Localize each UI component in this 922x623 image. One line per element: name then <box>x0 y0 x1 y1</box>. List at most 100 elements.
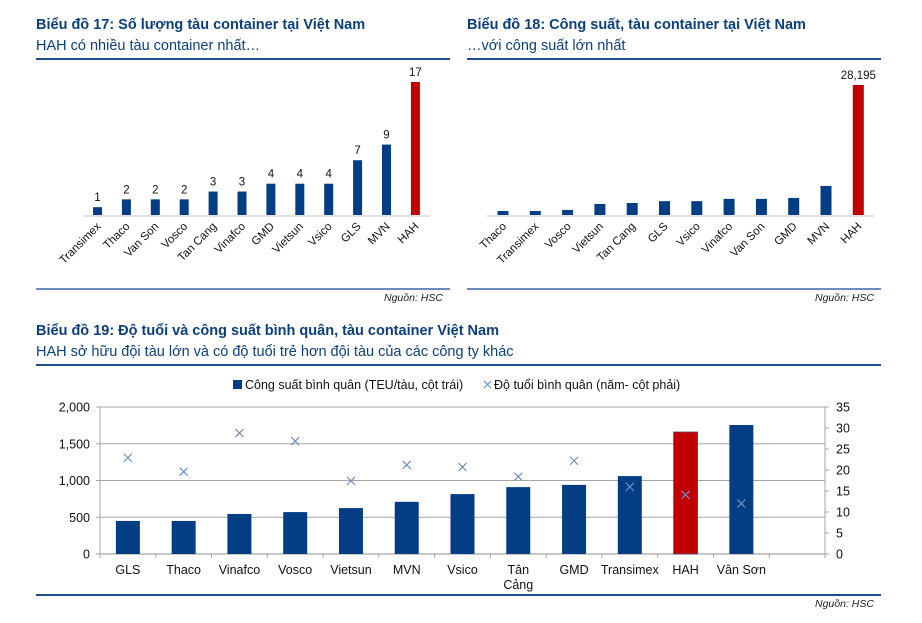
chart18-data-label: 28,195 <box>841 70 876 82</box>
chart18-header-rule <box>467 58 881 60</box>
chart19-bar-vsico <box>450 494 475 554</box>
chart19-y-right-tick-label: 25 <box>836 443 850 457</box>
chart19-y-right-tick-label: 35 <box>836 401 850 415</box>
chart17-data-label: 9 <box>383 130 389 142</box>
chart19-y-right-tick-label: 5 <box>836 527 843 541</box>
chart17-bar-gls <box>353 160 363 215</box>
chart19-y-right-tick-label: 10 <box>836 506 850 520</box>
chart17-bar-mvn <box>382 144 391 215</box>
chart18-bar-vsico <box>691 201 703 215</box>
chart18-x-tick-label: HAH <box>839 221 865 247</box>
chart18-x-tick-label: Thaco <box>478 221 509 252</box>
chart17-bar-hah <box>410 82 420 215</box>
chart19-x-tick-label: HAH <box>672 563 698 577</box>
chart19-age-marker <box>402 460 412 470</box>
chart17-bar-vinafco <box>237 191 247 215</box>
chart17-bar-vietsun <box>295 183 305 215</box>
chart17-footer-rule <box>36 288 450 290</box>
chart17-bar-van-son <box>150 199 160 215</box>
chart17-title: Biểu đồ 17: Số lượng tàu container tại V… <box>36 17 366 33</box>
chart17-data-label: 4 <box>268 169 275 181</box>
legend-bar-label: Công suất bình quân (TEU/tàu, cột trái) <box>245 378 463 392</box>
chart19-bar-mvn <box>394 501 419 554</box>
chart17-source: Nguồn: HSC <box>384 292 443 304</box>
chart19-bar-transimex <box>617 476 642 554</box>
chart19-x-tick-label: GMD <box>559 563 588 577</box>
legend-bar-swatch <box>233 380 242 389</box>
chart17-x-tick-label: Vietsun <box>270 221 305 256</box>
chart18-bar-vietsun <box>594 203 606 215</box>
chart19-y-left-tick-label: 500 <box>69 511 90 525</box>
chart19-x-tick-label: Thaco <box>166 563 201 577</box>
chart19-title: Biểu đồ 19: Độ tuổi và công suất bình qu… <box>36 323 499 339</box>
chart19-age-marker <box>681 490 691 500</box>
chart19-bar-vietsun <box>338 508 363 554</box>
chart17-x-tick-label: MVN <box>366 221 393 248</box>
chart19-age-marker <box>736 499 746 509</box>
chart19-y-right-tick-label: 20 <box>836 464 850 478</box>
chart19-age-marker <box>234 428 244 438</box>
chart17-data-label: 2 <box>152 184 158 196</box>
chart18-x-tick-label: Vsico <box>675 221 703 249</box>
chart19-x-tick-label: Transimex <box>601 563 660 577</box>
chart18-subtitle: …với công suất lớn nhất <box>467 38 626 54</box>
chart17-bar-transimex <box>93 207 102 215</box>
chart19-x-tick-label: Vsico <box>447 563 478 577</box>
chart17-bar-thaco <box>121 199 131 215</box>
chart19-header-rule <box>36 364 881 366</box>
chart19-x-tick-label: Vietsun <box>330 563 372 577</box>
chart19-x-tick-label: Vinafco <box>219 563 261 577</box>
chart19-y-left-tick-label: 2,000 <box>59 401 90 415</box>
chart19-age-marker <box>290 436 300 446</box>
chart18-footer-rule <box>467 288 881 290</box>
chart19-y-left-tick-label: 0 <box>83 548 90 562</box>
chart17-bar-vosco <box>179 199 189 215</box>
chart17-data-label: 1 <box>94 192 100 204</box>
chart19-bar-gls <box>115 520 140 554</box>
chart19-x-tick-label: Tân <box>507 563 529 577</box>
chart18-bar-hah <box>852 85 864 215</box>
chart19-y-right-tick-label: 30 <box>836 422 850 436</box>
chart19-bar-thaco <box>171 520 196 554</box>
chart19-bar-vân-sơn <box>729 425 754 554</box>
chart17-x-tick-label: Vinafco <box>213 221 248 256</box>
chart19-x-tick-label: GLS <box>115 563 140 577</box>
chart17-subtitle: HAH có nhiều tàu container nhất… <box>36 38 261 54</box>
chart17-data-label: 4 <box>325 169 332 181</box>
chart19-x-tick-label: Vosco <box>278 563 312 577</box>
chart17-header-rule <box>36 58 450 60</box>
chart17-bar-gmd <box>266 183 276 215</box>
chart17-data-label: 17 <box>409 67 422 79</box>
chart19-x-tick-label: Vân Sơn <box>717 563 766 577</box>
chart19-y-right-tick-label: 15 <box>836 485 850 499</box>
chart19-subtitle: HAH sở hữu đội tàu lớn và có độ tuổi trẻ… <box>36 344 514 360</box>
chart18-bar-van-son <box>755 198 767 215</box>
chart17-x-tick-label: Transimex <box>57 220 103 266</box>
chart18-bar-mvn <box>820 185 832 215</box>
chart19-age-marker <box>123 453 133 463</box>
chart19-footer-rule <box>36 594 881 596</box>
chart18-x-tick-label: MVN <box>806 221 833 248</box>
chart19-y-left-tick-label: 1,500 <box>59 437 90 451</box>
chart18-x-tick-label: GMD <box>772 221 799 248</box>
chart19-bar-hah <box>673 431 698 555</box>
chart17-data-label: 7 <box>354 145 360 157</box>
chart17-x-tick-label: GLS <box>339 220 364 245</box>
chart18-bar-vinafco <box>723 198 735 215</box>
chart17-x-tick-label: Vsico <box>306 221 334 249</box>
chart19-age-marker <box>513 472 523 482</box>
chart19-age-marker <box>569 456 579 466</box>
chart18-bar-gmd <box>788 197 800 215</box>
chart18-x-tick-label: Van Son <box>728 221 767 260</box>
chart18-source: Nguồn: HSC <box>815 292 874 304</box>
chart17-x-tick-label: HAH <box>396 221 422 247</box>
chart19-bar-vosco <box>283 512 308 554</box>
chart17-data-label: 3 <box>210 177 216 189</box>
chart19-age-marker <box>458 462 467 472</box>
chart17-bar-vsico <box>324 183 334 215</box>
chart17-bar-tan-cang <box>208 191 218 215</box>
chart18-bar-transimex <box>529 210 541 215</box>
chart18-x-tick-label: Vosco <box>543 221 574 252</box>
chart18-title: Biểu đồ 18: Công suất, tàu container tại… <box>467 17 806 33</box>
